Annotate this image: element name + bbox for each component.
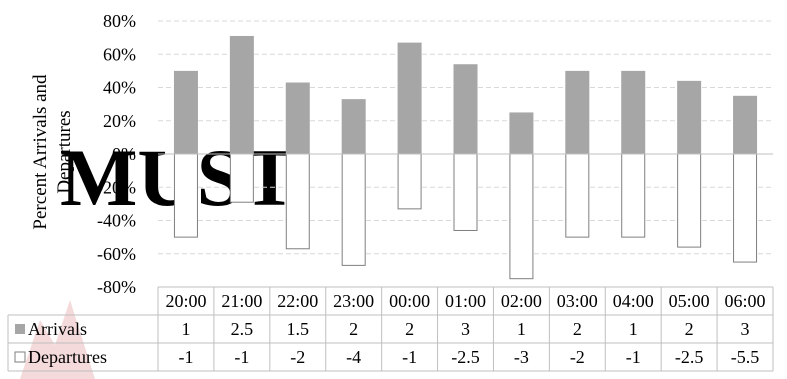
departures-bar: [453, 153, 478, 231]
arrivals-bar: [285, 82, 310, 154]
category-label: 02:00: [501, 291, 542, 311]
bars: [158, 35, 773, 280]
y-tick-label: 40%: [103, 78, 136, 98]
arrivals-bar: [341, 99, 366, 154]
departures-bar: [285, 153, 310, 250]
departures-bar: [229, 153, 254, 203]
y-tick-label: -60%: [97, 244, 136, 264]
departures-bar: [397, 153, 422, 210]
table-value: -4: [346, 347, 361, 367]
table-value: -1: [234, 347, 249, 367]
legend-swatch: [14, 351, 26, 363]
table-value: 3: [741, 319, 750, 339]
category-label: 23:00: [333, 291, 374, 311]
departures-bar: [621, 153, 646, 238]
table-value: 1: [629, 319, 638, 339]
y-tick-label: -40%: [97, 211, 136, 231]
y-axis-label-line1: Percent Arrivals and: [30, 74, 51, 230]
table-value: 1: [181, 319, 190, 339]
table-value: -2.5: [675, 347, 704, 367]
arrivals-bar: [677, 80, 702, 154]
category-label: 04:00: [613, 291, 654, 311]
table-value: 2: [405, 319, 414, 339]
category-label: 20:00: [165, 291, 206, 311]
series-name: Departures: [28, 347, 107, 367]
y-tick-label: 0%: [112, 144, 136, 164]
departures-bar: [341, 153, 366, 266]
y-axis-label-line2: Departures: [54, 110, 75, 193]
table-value: -2.5: [451, 347, 480, 367]
arrivals-bar: [565, 70, 590, 154]
category-label: 06:00: [725, 291, 766, 311]
departures-bar: [509, 153, 534, 280]
category-label: 05:00: [669, 291, 710, 311]
arrivals-bar: [733, 95, 758, 154]
y-tick-label: -20%: [97, 177, 136, 197]
table-value: -2: [570, 347, 585, 367]
table-value: 2: [573, 319, 582, 339]
table-value: 2.5: [231, 319, 254, 339]
y-tick-labels: 80% 60% 40% 20% 0% -20% -40% -60% -80%: [97, 11, 136, 297]
arrivals-bar: [509, 112, 534, 154]
y-tick-label: 20%: [103, 111, 136, 131]
departures-bar: [733, 153, 758, 263]
category-label: 21:00: [221, 291, 262, 311]
arrivals-bar: [453, 64, 478, 154]
arrivals-bar: [173, 70, 198, 154]
departures-bar: [565, 153, 590, 238]
table-value: -2: [290, 347, 305, 367]
data-table: 20:00 21:00 22:00 23:00 00:00 01:00 02:00 03:00…: [7, 286, 774, 372]
y-tick-label: -80%: [97, 277, 136, 297]
table-value: 2: [349, 319, 358, 339]
table-value: -1: [178, 347, 193, 367]
category-label: 00:00: [389, 291, 430, 311]
y-tick-label: 80%: [103, 11, 136, 31]
table-value: -5.5: [731, 347, 760, 367]
series-name: Arrivals: [28, 319, 87, 339]
table-value: 1: [517, 319, 526, 339]
category-label: 22:00: [277, 291, 318, 311]
table-value: 3: [461, 319, 470, 339]
table-value: 2: [685, 319, 694, 339]
table-value: -1: [402, 347, 417, 367]
legend-swatch: [15, 324, 25, 334]
departures-bar: [677, 153, 702, 248]
arrivals-bar: [397, 42, 422, 154]
y-tick-label: 60%: [103, 44, 136, 64]
category-label: 01:00: [445, 291, 486, 311]
arrivals-bar: [621, 70, 646, 154]
arrivals-bar: [229, 35, 254, 154]
departures-bar: [173, 153, 198, 238]
table-value: -1: [626, 347, 641, 367]
watermark-flame-icon: [20, 300, 95, 379]
table-value: 1.5: [287, 319, 310, 339]
category-label: 03:00: [557, 291, 598, 311]
table-value: -3: [514, 347, 529, 367]
